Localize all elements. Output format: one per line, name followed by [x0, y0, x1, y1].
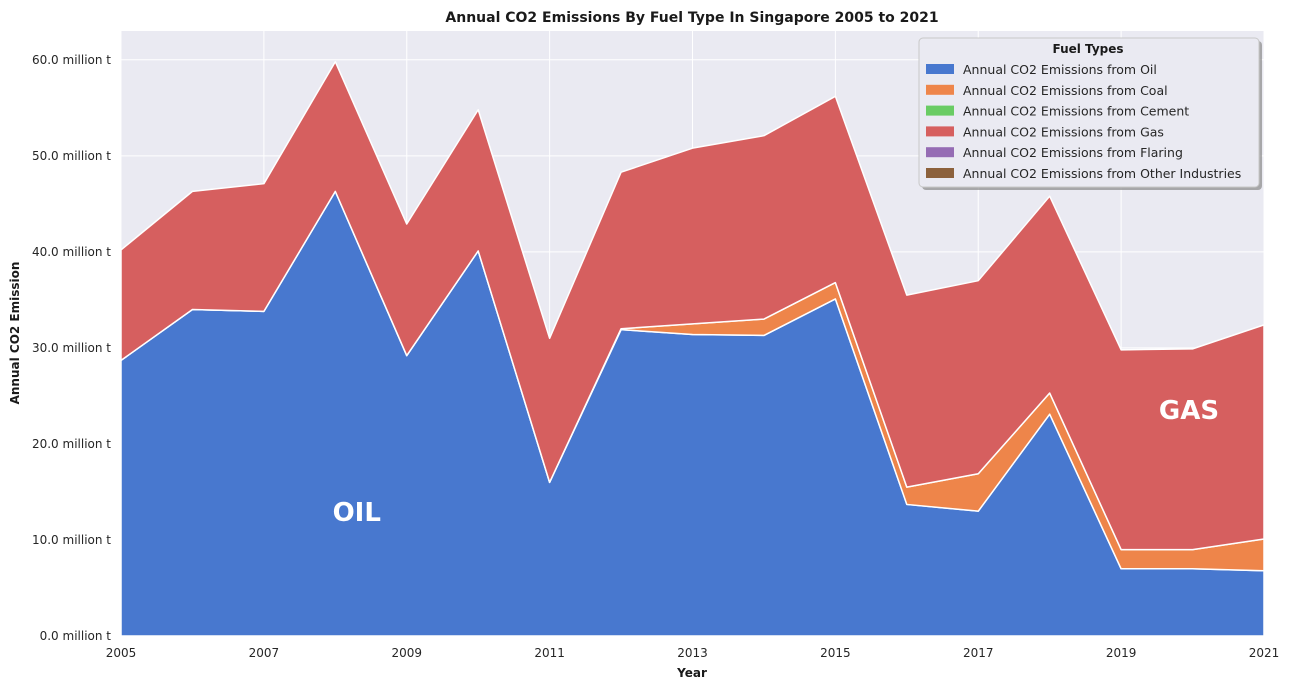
- y-axis-label: Annual CO2 Emission: [8, 262, 22, 405]
- y-tick-label-60: 60.0 million t: [32, 53, 111, 67]
- x-tick-label-2019: 2019: [1106, 646, 1137, 660]
- x-tick-label-2005: 2005: [106, 646, 137, 660]
- annotation-oil: OIL: [333, 498, 381, 528]
- stacked-areas: [120, 60, 1265, 637]
- legend-label-1: Annual CO2 Emissions from Coal: [963, 83, 1168, 98]
- y-axis-ticks: 0.0 million t 10.0 million t 20.0 million …: [32, 53, 111, 643]
- x-tick-label-2007: 2007: [249, 646, 280, 660]
- legend-box: [918, 37, 1260, 188]
- legend-swatch-4: [926, 147, 954, 158]
- legend-label-2: Annual CO2 Emissions from Cement: [963, 104, 1189, 119]
- x-tick-label-2017: 2017: [963, 646, 994, 660]
- y-tick-label-40: 40.0 million t: [32, 245, 111, 259]
- x-axis-ticks: 2005 2007 2009 2011 2013 2015 2017 2019 2021: [106, 646, 1280, 660]
- legend-swatch-3: [926, 126, 954, 137]
- x-axis-label: Year: [676, 666, 707, 680]
- y-tick-label-50: 50.0 million t: [32, 149, 111, 163]
- y-tick-label-0: 0.0 million t: [40, 629, 112, 643]
- x-tick-label-2009: 2009: [391, 646, 422, 660]
- legend-swatch-0: [926, 64, 954, 74]
- area-series-3: [120, 60, 1265, 551]
- x-tick-label-2011: 2011: [534, 646, 565, 660]
- legend: Fuel Types Annual CO2 Emissions from Oil…: [918, 37, 1262, 190]
- annotation-gas: GAS: [1159, 396, 1219, 426]
- legend-label-0: Annual CO2 Emissions from Oil: [963, 62, 1157, 77]
- annotations: OIL GAS: [333, 396, 1220, 528]
- x-tick-label-2013: 2013: [677, 646, 708, 660]
- legend-items: Annual CO2 Emissions from Oil Annual CO2 …: [926, 62, 1241, 181]
- y-tick-label-20: 20.0 million t: [32, 437, 111, 451]
- chart-title: Annual CO2 Emissions By Fuel Type In Sin…: [445, 10, 938, 26]
- legend-label-3: Annual CO2 Emissions from Gas: [963, 124, 1164, 139]
- x-tick-label-2021: 2021: [1249, 646, 1280, 660]
- x-tick-label-2015: 2015: [820, 646, 851, 660]
- legend-label-5: Annual CO2 Emissions from Other Industri…: [963, 166, 1241, 181]
- legend-title: Fuel Types: [1052, 42, 1123, 56]
- legend-label-4: Annual CO2 Emissions from Flaring: [963, 145, 1183, 160]
- legend-swatch-5: [926, 168, 954, 178]
- legend-swatch-2: [926, 105, 954, 116]
- legend-swatch-1: [926, 84, 954, 95]
- y-tick-label-30: 30.0 million t: [32, 341, 111, 355]
- y-tick-label-10: 10.0 million t: [32, 533, 111, 547]
